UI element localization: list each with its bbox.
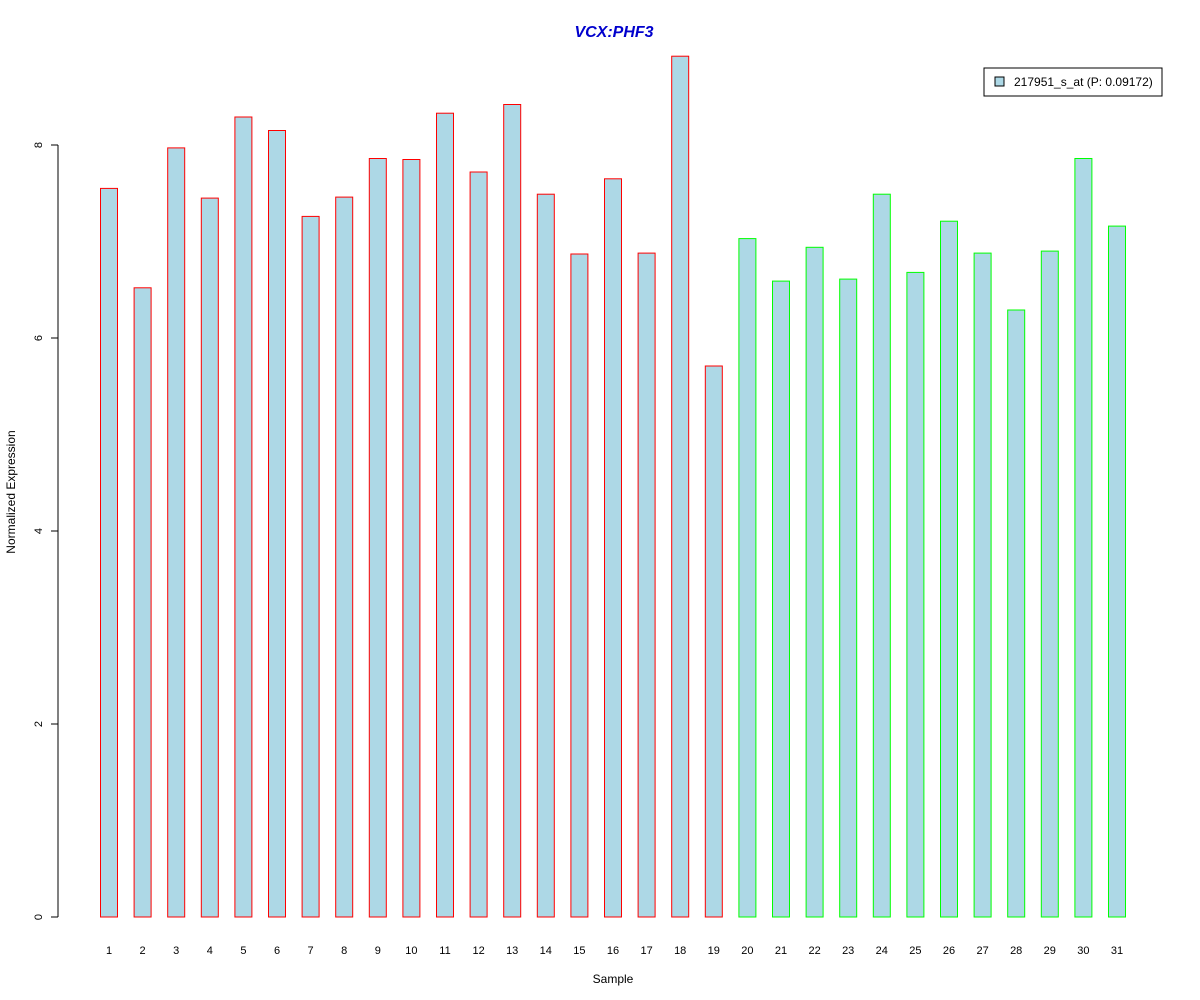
bar-sample-31 [1108,225,1126,918]
bar-sample-30 [1074,158,1093,918]
x-tick-label: 22 [808,945,820,957]
bar-sample-19 [704,365,723,918]
x-tick-label: 4 [207,945,213,957]
bar-sample-11 [436,112,454,918]
x-tick-label: 21 [775,945,787,957]
x-tick-label: 16 [607,945,619,957]
bars [100,55,1126,918]
y-tick-label: 4 [33,528,45,534]
y-tick-label: 8 [33,142,45,148]
x-axis-label: Sample [593,972,634,986]
x-tick-label: 18 [674,945,686,957]
bar-sample-3 [167,147,186,918]
bar-sample-9 [368,158,387,918]
bar-sample-25 [906,271,925,918]
bar-sample-21 [772,280,790,918]
bar-sample-4 [200,197,219,918]
x-tick-label: 28 [1010,945,1022,957]
x-tick-label: 14 [540,945,552,957]
x-tick-label: 12 [472,945,484,957]
x-tick-label: 23 [842,945,854,957]
legend: 217951_s_at (P: 0.09172) [983,67,1163,97]
x-tick-label: 8 [341,945,347,957]
y-axis-label: Normalized Expression [4,430,18,553]
x-tick-label: 24 [876,945,888,957]
y-axis: 0 2 4 6 8 [33,142,59,920]
bar-sample-29 [1040,250,1059,918]
legend-label: 217951_s_at (P: 0.09172) [1014,75,1153,89]
x-tick-label: 1 [106,945,112,957]
bar-sample-7 [301,215,320,918]
bar-sample-15 [570,253,589,918]
bar-sample-14 [536,193,555,918]
x-tick-label: 6 [274,945,280,957]
bar-sample-17 [637,252,656,918]
bar-sample-2 [133,287,152,918]
bar-sample-13 [503,104,522,918]
x-tick-label: 17 [640,945,652,957]
x-tick-label: 7 [308,945,314,957]
x-tick-label: 19 [708,945,720,957]
y-tick-label: 6 [33,335,45,341]
bar-sample-16 [604,178,622,918]
bar-sample-8 [335,196,354,918]
x-tick-label: 26 [943,945,955,957]
x-tick-label: 31 [1111,945,1123,957]
x-tick-label: 5 [240,945,246,957]
bar-sample-1 [100,187,118,918]
y-tick-label: 0 [33,914,45,920]
legend-swatch [994,76,1005,87]
x-tick-label: 9 [375,945,381,957]
bar-sample-12 [469,171,488,918]
chart-title: VCX:PHF3 [574,24,653,41]
bar-sample-20 [738,238,757,918]
x-tick-label: 27 [976,945,988,957]
x-tick-label: 11 [439,945,450,957]
x-tick-label: 15 [573,945,585,957]
bar-sample-10 [402,159,421,918]
bar-sample-22 [805,246,824,918]
y-tick-label: 2 [33,721,45,727]
bar-sample-5 [234,116,253,918]
x-tick-label: 29 [1044,945,1056,957]
bar-sample-23 [839,278,858,918]
legend-box [983,67,1163,97]
bar-sample-24 [872,193,891,918]
x-tick-label: 25 [909,945,921,957]
bar-sample-28 [1007,309,1026,918]
x-tick-labels: 1 2 3 4 5 6 7 8 9 10 11 12 13 14 15 16 17 18 19 20 21 22 23 24 2… [106,945,1123,957]
x-tick-label: 10 [405,945,417,957]
x-tick-label: 3 [173,945,179,957]
bar-sample-18 [671,55,690,918]
x-tick-label: 30 [1077,945,1089,957]
x-tick-label: 2 [140,945,146,957]
bar-sample-26 [940,220,958,918]
x-tick-label: 13 [506,945,518,957]
bar-sample-27 [973,252,992,918]
x-tick-label: 20 [741,945,753,957]
bar-sample-6 [268,130,286,918]
